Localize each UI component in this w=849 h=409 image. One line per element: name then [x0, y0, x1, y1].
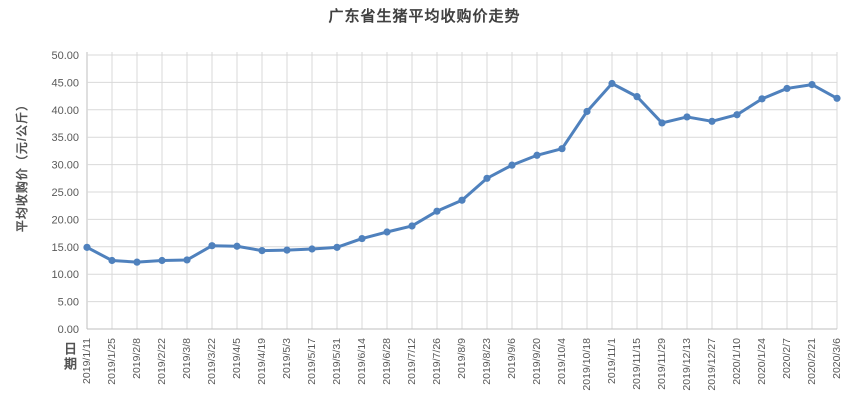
data-point-marker: [633, 93, 641, 101]
x-tick-label: 2020/1/24: [756, 338, 768, 385]
data-point-marker: [358, 234, 366, 243]
data-point-marker: [533, 151, 541, 159]
x-tick-label: 2019/2/8: [131, 338, 143, 379]
data-point-marker: [808, 80, 816, 89]
data-point-marker: [308, 245, 316, 253]
x-tick-label: 2019/7/26: [431, 338, 443, 385]
data-point-marker: [108, 256, 116, 265]
x-tick-label: 2019/9/20: [531, 338, 543, 385]
x-tick-label: 2019/10/4: [556, 338, 568, 385]
y-tick-label: 50.00: [51, 50, 79, 62]
x-tick-label: 2019/3/8: [181, 338, 193, 379]
x-tick-label: 2019/12/13: [681, 338, 693, 391]
y-tick-label: 45.00: [51, 77, 79, 89]
x-axis-title: 日期: [62, 342, 77, 372]
data-point-marker: [183, 256, 191, 264]
data-point-marker: [383, 228, 391, 236]
x-tick-label: 2019/6/28: [381, 338, 393, 385]
x-tick-label: 2019/1/11: [81, 338, 93, 384]
data-point-marker: [158, 256, 166, 265]
x-tick-label: 2019/5/3: [281, 338, 293, 379]
y-axis-title: 平均收购价（元/公斤）: [15, 97, 29, 233]
x-tick-label: 2019/3/22: [206, 338, 218, 385]
x-tick-label: 2019/9/6: [506, 338, 518, 379]
data-point-marker: [758, 95, 766, 103]
data-point-marker: [558, 145, 566, 153]
data-point-marker: [508, 161, 516, 169]
x-tick-label: 2019/12/27: [706, 338, 718, 391]
data-point-marker: [708, 117, 716, 125]
data-point-marker: [83, 243, 91, 251]
x-tick-label: 2019/5/17: [306, 338, 318, 385]
chart-title: 广东省生猪平均收购价走势: [328, 8, 521, 25]
data-point-marker: [833, 94, 841, 102]
x-tick-label: 2020/1/10: [731, 338, 743, 385]
data-point-marker: [458, 196, 466, 204]
y-tick-label: 20.00: [51, 214, 79, 226]
data-point-marker: [483, 174, 491, 182]
y-tick-label: 30.00: [51, 160, 79, 172]
x-tick-label: 2019/8/9: [456, 338, 468, 379]
data-point-marker: [583, 107, 591, 116]
data-point-marker: [258, 247, 266, 255]
x-tick-label: 2019/6/14: [356, 338, 368, 385]
x-tick-label: 2019/4/5: [231, 338, 243, 379]
y-tick-label: 35.00: [51, 132, 79, 144]
data-point-marker: [333, 243, 341, 251]
data-point-marker: [408, 222, 416, 230]
y-tick-label: 5.00: [58, 297, 79, 309]
y-tick-label: 10.00: [51, 269, 79, 281]
data-point-marker: [658, 119, 666, 127]
x-tick-label: 2020/2/7: [781, 338, 793, 379]
x-tick-label: 2019/8/23: [481, 338, 493, 385]
x-tick-label: 2019/2/22: [156, 338, 168, 385]
y-tick-label: 0.00: [58, 324, 79, 336]
data-point-marker: [433, 207, 441, 215]
x-tick-label: 2019/11/29: [656, 338, 668, 390]
data-point-marker: [208, 242, 216, 250]
data-point-marker: [783, 84, 791, 93]
x-tick-label: 2019/10/18: [581, 338, 593, 391]
data-point-marker: [283, 246, 291, 254]
x-tick-label: 2019/11/1: [606, 338, 618, 384]
x-tick-label: 2020/2/21: [806, 338, 818, 385]
x-tick-label: 2020/3/6: [831, 338, 843, 379]
data-point-marker: [133, 258, 141, 266]
x-tick-label: 2019/4/19: [256, 338, 268, 385]
x-tick-label: 2019/11/15: [631, 338, 643, 390]
x-tick-label: 2019/5/31: [331, 338, 343, 385]
data-point-marker: [733, 111, 741, 119]
data-point-marker: [683, 113, 691, 121]
y-tick-label: 40.00: [51, 105, 79, 117]
data-point-marker: [608, 79, 616, 88]
y-tick-label: 15.00: [51, 242, 79, 254]
x-tick-label: 2019/7/12: [406, 338, 418, 385]
y-tick-label: 25.00: [51, 187, 79, 199]
data-point-marker: [233, 242, 241, 250]
x-tick-label: 2019/1/25: [106, 338, 118, 385]
